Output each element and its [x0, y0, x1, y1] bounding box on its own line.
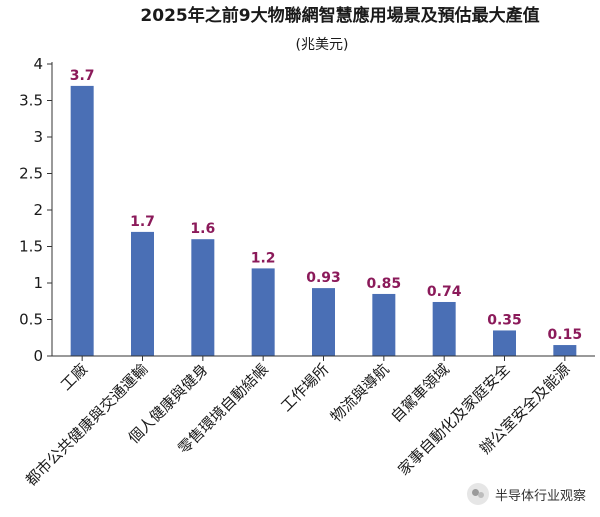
bar	[312, 288, 335, 356]
bar	[131, 231, 154, 356]
bar	[553, 345, 577, 356]
bar	[493, 330, 516, 356]
data-label: 0.85	[367, 276, 402, 292]
x-tick-label: 都市公共健康與交通運輸	[22, 360, 151, 489]
x-tick-label: 家事自動化及家庭安全	[395, 360, 514, 479]
x-tick-label: 工廠	[57, 360, 91, 394]
bar	[191, 239, 215, 356]
watermark-text: 半导体行业观察	[494, 488, 586, 504]
data-label: 1.2	[251, 250, 276, 266]
data-label: 3.7	[70, 68, 95, 84]
x-tick-label: 自駕車領域	[387, 360, 453, 426]
y-tick-label: 1.5	[19, 238, 43, 256]
chart-subtitle: (兆美元)	[296, 37, 349, 53]
bar	[251, 268, 275, 356]
data-labels: 3.7 1.7 1.6 1.2 0.93 0.85 0.74 0.35 0.15	[70, 68, 582, 343]
y-tick-label: 2.5	[19, 165, 43, 183]
y-tick-label: 2	[33, 201, 43, 219]
data-label: 0.15	[548, 327, 583, 343]
wechat-icon	[466, 483, 489, 505]
y-tick-label: 3.5	[19, 92, 43, 110]
y-tick-label: 0.5	[19, 311, 43, 329]
watermark: 半导体行业观察	[466, 483, 586, 505]
y-axis: 0 0.5 1 1.5 2 2.5 3 3.5 4	[19, 55, 53, 365]
data-label: 0.74	[427, 284, 462, 300]
y-tick-label: 4	[33, 55, 43, 73]
y-tick-label: 0	[33, 347, 43, 365]
bar	[432, 301, 456, 356]
data-label: 0.93	[306, 270, 341, 286]
data-label: 1.6	[190, 221, 215, 237]
data-label: 0.35	[487, 312, 522, 328]
x-tick-label: 物流與導航	[327, 360, 393, 426]
chart-title: 2025年之前9大物聯網智慧應用場景及預估最大產值	[140, 5, 539, 26]
bar	[70, 85, 94, 357]
y-tick-label: 1	[33, 274, 43, 292]
x-tick-label: 工作場所	[277, 360, 332, 415]
data-label: 1.7	[130, 214, 155, 230]
bar	[372, 293, 396, 356]
bars	[70, 85, 577, 357]
y-tick-label: 3	[33, 128, 43, 146]
